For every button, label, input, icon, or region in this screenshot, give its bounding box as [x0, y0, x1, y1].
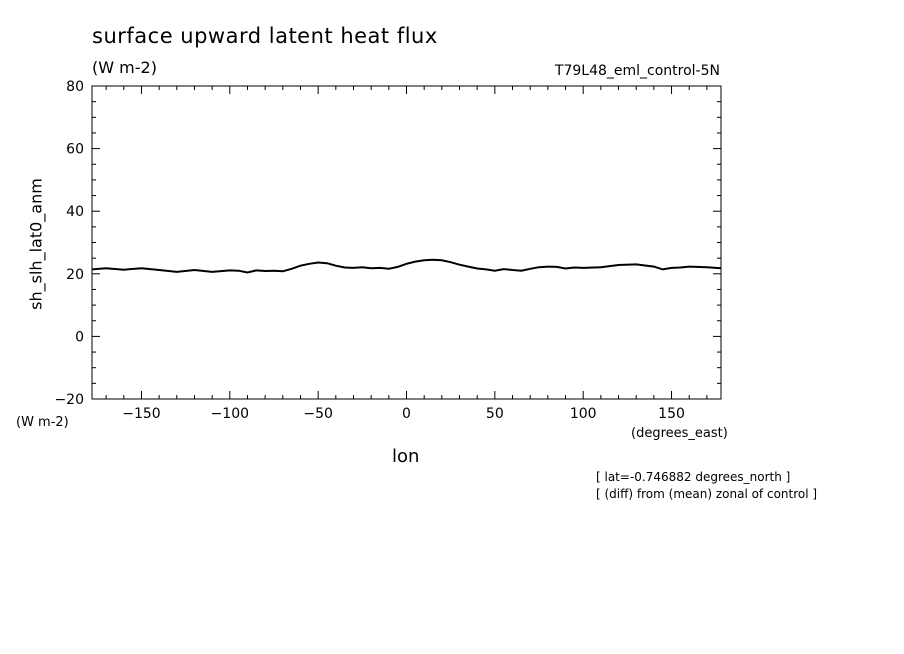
y-tick-label: 80 [66, 79, 84, 95]
y-tick-label: 0 [75, 329, 84, 345]
y-axis-units: (W m-2) [16, 415, 69, 430]
x-tick-label: −50 [303, 406, 333, 422]
y-tick-label: 20 [66, 267, 84, 283]
x-tick-label: −150 [122, 406, 160, 422]
x-tick-label: 50 [486, 406, 504, 422]
axis-ticks [92, 85, 721, 400]
y-tick-label: 60 [66, 142, 84, 158]
latitude-note: [ lat=-0.746882 degrees_north ] [596, 470, 791, 484]
x-axis-units: (degrees_east) [631, 426, 728, 441]
plot-frame [91, 85, 722, 400]
diff-note: [ (diff) from (mean) zonal of control ] [596, 487, 818, 501]
chart-units: (W m-2) [92, 58, 157, 77]
y-tick-label: −20 [54, 392, 84, 408]
x-tick-label: 0 [402, 406, 411, 422]
chart-title: surface upward latent heat flux [92, 24, 438, 48]
x-tick-label: 100 [570, 406, 597, 422]
x-axis-label: lon [392, 446, 420, 467]
x-tick-label: −100 [211, 406, 249, 422]
x-tick-label: 150 [658, 406, 685, 422]
y-tick-label: 40 [66, 204, 84, 220]
tick-labels: −150 −100 −50 0 50 100 150 −20 0 20 40 60 80 [54, 79, 684, 422]
run-label: T79L48_eml_control-5N [554, 63, 720, 79]
series-line [91, 258, 722, 274]
y-axis-label: sh_slh_lat0_anm [26, 178, 46, 310]
